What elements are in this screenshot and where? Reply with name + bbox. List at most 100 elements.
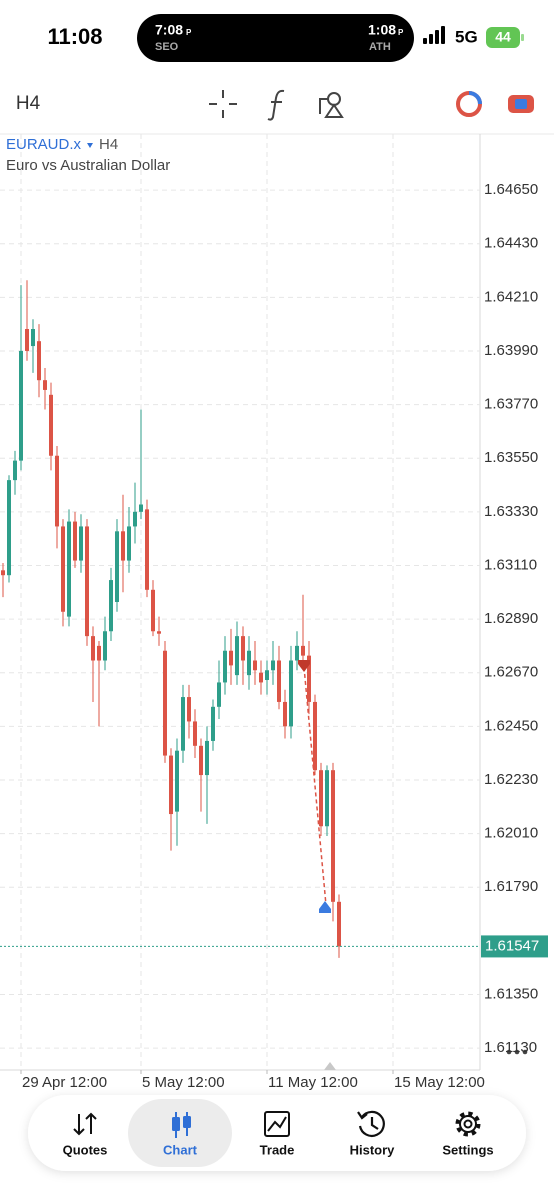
candle-body [55,455,59,527]
sell-marker [298,660,310,672]
candle-body [103,631,107,661]
candle-body [163,650,167,756]
signal-icon [423,26,445,44]
candle-body [43,380,47,390]
candle-body [61,526,65,612]
battery-level: 44 [495,29,511,45]
candle-body [175,750,179,812]
candle-body [1,570,5,576]
candle-body [331,770,335,902]
objects-button[interactable] [319,92,344,118]
battery [486,27,520,48]
y-tick-label: 1.63990 [484,342,538,359]
y-tick-label: 1.63550 [484,449,538,466]
candle-body [67,521,71,617]
y-tick-label: 1.64210 [484,288,538,305]
candle-body [181,697,185,751]
trade-status-icon[interactable] [456,91,482,117]
indicators-button[interactable] [267,89,285,121]
y-tick-label: 1.61130 [484,1039,537,1056]
candle-body [283,701,287,727]
candle-body [31,329,35,347]
chart-title: Euro vs Australian Dollar [6,157,170,174]
candle-body [19,350,23,461]
candle-body [205,740,209,776]
chart-icon [172,1112,191,1138]
dynamic-island [137,14,414,62]
one-click-icon[interactable] [508,95,534,113]
candle-body [85,526,89,637]
trade-icon [264,1111,290,1137]
y-tick-label: 1.63110 [484,556,537,573]
right-clock-time: 1:08 [368,22,396,38]
y-tick-label: 1.62450 [484,717,538,734]
left-clock-time: 7:08 [155,22,183,38]
y-tick-label: 1.64650 [484,181,538,198]
crosshair-button[interactable] [209,90,237,118]
status-time: 11:08 [47,24,102,49]
right-clock-suffix: P [398,28,404,37]
candle-body [277,660,281,702]
history-icon [357,1110,385,1137]
more-button[interactable] [506,1049,528,1055]
grid [0,134,480,1070]
candle-body [223,650,227,683]
candle-body [247,650,251,676]
candle-body [13,460,17,481]
y-tick-label: 1.62670 [484,664,538,681]
candle-body [157,631,161,634]
candle-body [79,526,83,561]
left-clock-suffix: P [186,28,192,37]
active-tab-highlight [128,1099,232,1167]
candle-body [7,480,11,576]
candle-body [289,660,293,727]
candle-body [49,394,53,456]
candle-body [313,701,317,771]
y-tick-label: 1.61790 [484,878,538,895]
quotes-icon [73,1112,97,1136]
candle-body [319,770,323,827]
y-tick-label: 1.64430 [484,235,538,252]
candles [1,280,341,958]
left-clock-city: SEO [155,41,179,53]
y-tick-label: 1.62890 [484,610,538,627]
symbol-dropdown[interactable] [87,143,93,148]
tab-label[interactable]: Settings [442,1142,493,1157]
candle-body [169,755,173,815]
candle-body [241,636,245,661]
candle-body [301,645,305,656]
scroll-marker [324,1062,336,1070]
candle-body [229,650,233,666]
timeframe-button[interactable]: H4 [16,93,41,114]
candle-body [133,511,137,527]
candle-body [187,697,191,722]
candle-body [235,636,239,676]
y-tick-label: 1.63330 [484,503,538,520]
battery-tip [521,34,524,41]
tab-label[interactable]: History [350,1142,396,1157]
candle-body [91,636,95,661]
candle-body [193,721,197,746]
candle-body [25,329,29,351]
candle-body [145,509,149,590]
candle-body [337,901,341,947]
candle-body [115,531,119,602]
candle-body [97,645,101,661]
x-tick-label: 15 May 12:00 [394,1074,485,1091]
buy-marker [319,901,331,913]
y-tick-label: 1.62010 [484,825,538,842]
candle-body [307,655,311,702]
candle-body [217,682,221,707]
candle-body [121,531,125,561]
candle-body [151,589,155,632]
tab-label[interactable]: Quotes [63,1142,108,1157]
current-price-box [481,935,548,958]
network-type: 5G [455,27,478,46]
candle-body [211,706,215,741]
x-tick-label: 11 May 12:00 [268,1074,358,1091]
tab-label[interactable]: Chart [163,1142,198,1157]
chart-symbol[interactable]: EURAUD.x [6,136,82,153]
tab-label[interactable]: Trade [260,1142,295,1157]
